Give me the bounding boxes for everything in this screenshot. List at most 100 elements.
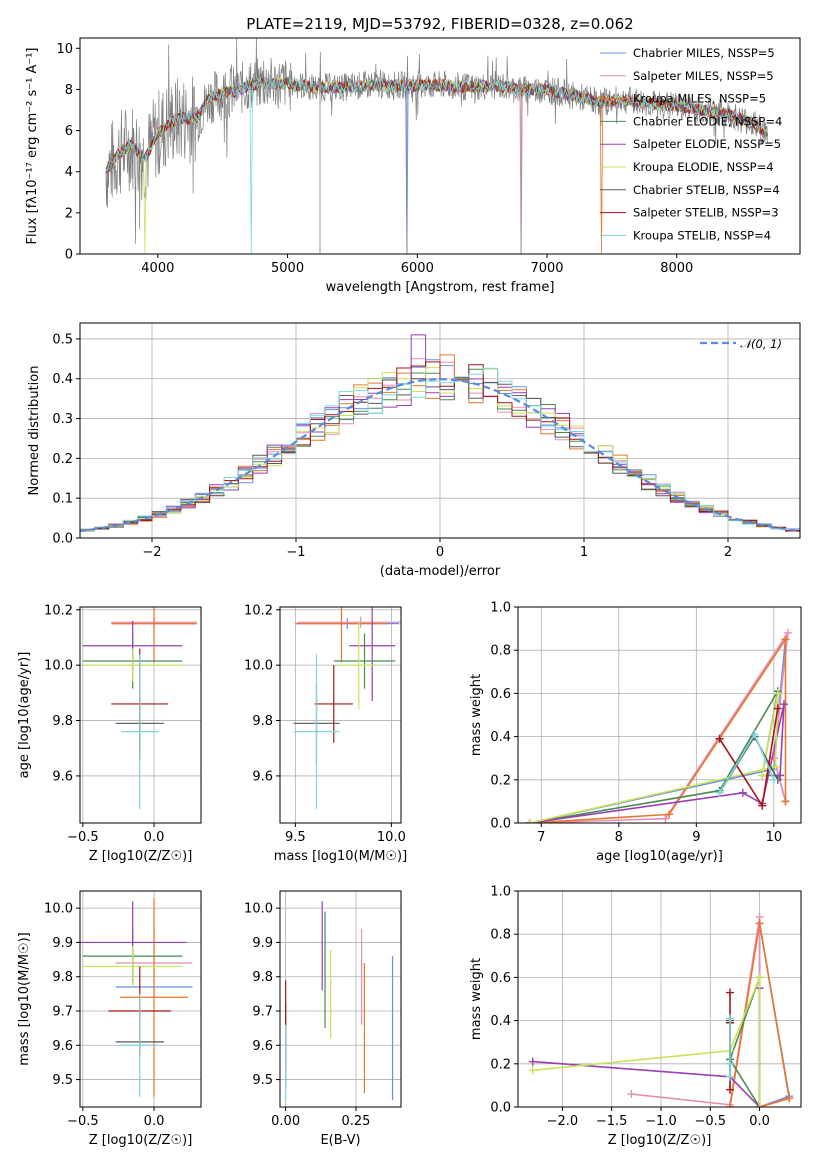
- weight-line-salpeter-elodie: [529, 704, 785, 823]
- weight-point-marker: [627, 1090, 636, 1099]
- weight-point-marker: [758, 801, 767, 810]
- y-axis-label: Flux [fλ10⁻¹⁷ erg cm⁻² s⁻¹ A⁻¹]: [25, 48, 40, 245]
- x-tick-label: 1: [580, 545, 588, 560]
- y-tick-label: 2: [65, 206, 73, 221]
- y-tick-label: 0.2: [490, 773, 511, 788]
- x-tick-label: 9: [692, 830, 700, 845]
- weight-point-marker: [738, 788, 747, 797]
- plot-frame: [517, 890, 802, 1108]
- errorbars: [293, 607, 401, 810]
- weight-point-marker: [528, 1066, 537, 1075]
- y-axis-label: mass [log10(M/M☉)]: [17, 932, 32, 1065]
- panel-spectrum: 4000 5000 6000 7000 8000 0 2 4 6 8 10 wavelength [A…: [25, 15, 801, 295]
- x-tick-label: 2: [724, 545, 732, 560]
- y-tick-label: 0.0: [490, 1101, 511, 1116]
- weight-point-marker: [726, 1103, 735, 1107]
- panel-mass_vs_Z: −0.5 0.0 9.5 9.6 9.7 9.8 9.9 10.0 Z [log10(Z/Z☉)…: [17, 890, 202, 1148]
- normal-curve: [80, 378, 800, 533]
- weight-point-marker: [755, 1103, 764, 1107]
- x-tick-label: −1.0: [645, 1114, 677, 1129]
- y-tick-label: 0.2: [52, 452, 73, 467]
- y-axis-label: Normed distribution: [27, 366, 42, 496]
- y-tick-label: 0.3: [52, 412, 73, 427]
- panel-weight_vs_Z: −2.0 −1.5 −1.0 −0.5 0.0 0.0 0.2 0.4 0.6 0.8 1.0 Z […: [469, 885, 802, 1148]
- weight-point-marker: [781, 797, 790, 806]
- errorbars: [82, 607, 197, 810]
- plot-frame: [79, 890, 202, 1108]
- y-tick-label: 0.6: [490, 687, 511, 702]
- y-tick-label: 9.7: [52, 1005, 73, 1020]
- y-tick-label: 9.9: [52, 936, 73, 951]
- x-tick-label: 10: [766, 830, 783, 845]
- y-tick-label: 6: [65, 124, 73, 139]
- x-tick-label: 8: [615, 830, 623, 845]
- weight-point-marker: [755, 973, 764, 982]
- y-tick-label: 9.8: [52, 714, 73, 729]
- panel-age_vs_Z: −0.5 0.0 9.6 9.8 10.0 10.2 Z [log10(Z/Z☉)] age …: [17, 603, 202, 864]
- y-tick-label: 0: [65, 248, 73, 263]
- x-tick-label: −0.5: [67, 1114, 99, 1129]
- y-tick-label: 9.6: [252, 769, 273, 784]
- weight-point-marker: [779, 700, 788, 709]
- x-axis-label: mass [log10(M/M☉)]: [274, 849, 407, 864]
- weight-line-kroupa-elodie: [529, 693, 779, 823]
- legend-entry: Salpeter STELIB, NSSP=3: [633, 206, 779, 220]
- weight-point-marker: [528, 1057, 537, 1066]
- weight-lines: [528, 912, 794, 1107]
- y-tick-label: 10.2: [244, 603, 273, 618]
- y-tick-label: 10.0: [244, 902, 273, 917]
- y-tick-label: 9.6: [52, 769, 73, 784]
- x-tick-label: 0.0: [144, 830, 165, 845]
- x-tick-label: −1: [286, 545, 305, 560]
- x-tick-label: 10.0: [377, 830, 406, 845]
- y-tick-label: 10.0: [244, 659, 273, 674]
- plot-frame: [79, 606, 202, 824]
- plot-frame: [279, 606, 402, 824]
- x-axis-label: Z [log10(Z/Z☉)]: [89, 849, 193, 864]
- y-tick-label: 9.7: [252, 1005, 273, 1020]
- x-axis-label: wavelength [Angstrom, rest frame]: [326, 280, 555, 295]
- weight-point-marker: [726, 1014, 735, 1023]
- weight-point-marker: [773, 704, 782, 713]
- model-spectrum-kroupa-elodie: [105, 75, 769, 254]
- y-tick-label: 0.2: [490, 1057, 511, 1072]
- legend-entry: Salpeter MILES, NSSP=5: [633, 69, 774, 83]
- y-axis-label: mass weight: [469, 958, 484, 1040]
- plot-frame: [79, 37, 801, 255]
- weight-point-marker: [769, 754, 778, 763]
- plot-frame: [517, 606, 802, 824]
- y-tick-label: 8: [65, 83, 73, 98]
- legend-entry: Chabrier MILES, NSSP=5: [633, 46, 775, 60]
- histogram-kroupa-stelib: [80, 367, 800, 533]
- x-tick-label: 6000: [401, 261, 434, 276]
- panel-mass_vs_ebv: 0.00 0.25 9.5 9.6 9.7 9.8 9.9 10.0 E(B-V): [244, 890, 402, 1148]
- weight-point-marker: [726, 1059, 735, 1068]
- legend-entry: Salpeter ELODIE, NSSP=5: [633, 137, 781, 151]
- y-axis-label: age [log10(age/yr)]: [17, 652, 32, 779]
- model-spectrum-kroupa-stelib: [105, 77, 769, 254]
- weight-point-marker: [758, 771, 767, 780]
- weight-point-marker: [726, 1072, 735, 1081]
- weight-point-marker: [715, 734, 724, 743]
- y-tick-label: 1.0: [490, 601, 511, 616]
- spectrum-lines: [105, 38, 769, 254]
- weight-line-kroupa-elodie: [532, 977, 761, 1107]
- weight-point-marker: [726, 1085, 735, 1094]
- errorbars: [80, 897, 193, 1097]
- plot-frame: [79, 322, 801, 539]
- y-tick-label: 10.0: [44, 659, 73, 674]
- y-tick-label: 9.6: [52, 1039, 73, 1054]
- weight-point-marker: [715, 788, 724, 797]
- y-tick-label: 0.8: [490, 644, 511, 659]
- y-tick-label: 0.0: [52, 532, 73, 547]
- y-tick-label: 10.0: [44, 902, 73, 917]
- y-tick-label: 9.8: [252, 970, 273, 985]
- y-tick-label: 9.6: [252, 1039, 273, 1054]
- x-axis-label: age [log10(age/yr)]: [596, 849, 723, 864]
- plot-frame: [279, 890, 402, 1108]
- panel-residuals: −2 −1 0 1 2 0.0 0.1 0.2 0.3 0.4 0.5 (data-model)/er…: [27, 322, 801, 579]
- weight-point-marker: [755, 919, 764, 928]
- y-tick-label: 4: [65, 165, 73, 180]
- weight-lines: [525, 628, 792, 823]
